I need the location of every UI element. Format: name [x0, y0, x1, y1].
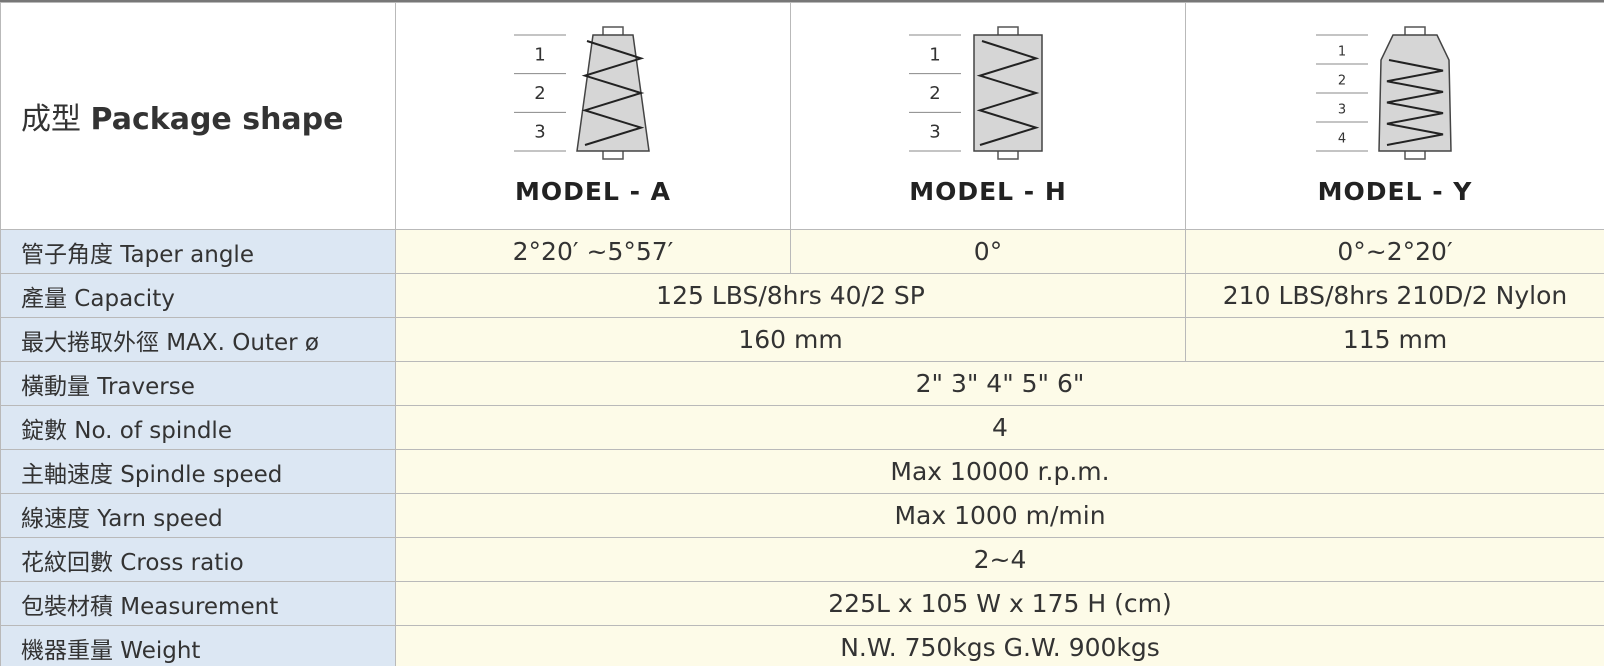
row-label: 錠數 No. of spindle [1, 406, 396, 450]
layer-number: 2 [929, 83, 940, 104]
row-label: 管子角度 Taper angle [1, 230, 396, 274]
table-body: 成型 Package shape 1 2 3 MODEL - A 1 2 3 MODEL - … [1, 3, 1604, 666]
row-label: 最大捲取外徑 MAX. Outer ø [1, 318, 396, 362]
row-value: 2" 3" 4" 5" 6" [396, 362, 1604, 406]
model-cell: 1 2 3 MODEL - H [791, 3, 1186, 230]
package-icon: 1 2 3 [508, 23, 678, 163]
model-name: MODEL - H [791, 177, 1185, 206]
row-value: 2~4 [396, 538, 1604, 582]
header-label-cell: 成型 Package shape [1, 3, 396, 230]
layer-number: 3 [929, 122, 940, 143]
row-value: 125 LBS/8hrs 40/2 SP [396, 274, 1186, 318]
row-value: 4 [396, 406, 1604, 450]
row-value: Max 10000 r.p.m. [396, 450, 1604, 494]
layer-number: 1 [534, 44, 545, 65]
row-label: 產量 Capacity [1, 274, 396, 318]
layer-number: 1 [929, 44, 940, 65]
header-row: 成型 Package shape 1 2 3 MODEL - A 1 2 3 MODEL - … [1, 3, 1604, 230]
spec-table: 成型 Package shape 1 2 3 MODEL - A 1 2 3 MODEL - … [0, 2, 1604, 666]
row-value: 0° [791, 230, 1186, 274]
header-label-en: Package shape [91, 102, 344, 137]
package-icon: 1 2 3 [903, 23, 1073, 163]
row-value: 0°~2°20′ [1186, 230, 1604, 274]
spec-table-wrap: 成型 Package shape 1 2 3 MODEL - A 1 2 3 MODEL - … [0, 0, 1604, 666]
layer-number: 3 [534, 122, 545, 143]
row-label: 橫動量 Traverse [1, 362, 396, 406]
layer-number: 2 [1338, 74, 1346, 89]
row-value: N.W. 750kgs G.W. 900kgs [396, 626, 1604, 666]
row-value: 225L x 105 W x 175 H (cm) [396, 582, 1604, 626]
row-label: 機器重量 Weight [1, 626, 396, 666]
package-body [974, 35, 1042, 151]
model-cell: 1 2 3 4 MODEL - Y [1186, 3, 1604, 230]
page: 成型 Package shape 1 2 3 MODEL - A 1 2 3 MODEL - … [0, 0, 1604, 666]
layer-number: 2 [534, 83, 545, 104]
row-value: 210 LBS/8hrs 210D/2 Nylon [1186, 274, 1604, 318]
layer-number: 4 [1338, 132, 1346, 147]
layer-number: 3 [1338, 103, 1346, 118]
header-label-cn: 成型 [21, 102, 81, 137]
row-label: 花紋回數 Cross ratio [1, 538, 396, 582]
model-cell: 1 2 3 MODEL - A [396, 3, 791, 230]
layer-number: 1 [1338, 45, 1346, 60]
row-label: 包裝材積 Measurement [1, 582, 396, 626]
row-value: 115 mm [1186, 318, 1604, 362]
model-name: MODEL - A [396, 177, 790, 206]
row-label: 主軸速度 Spindle speed [1, 450, 396, 494]
package-icon: 1 2 3 4 [1310, 23, 1480, 163]
row-value: Max 1000 m/min [396, 494, 1604, 538]
row-label: 線速度 Yarn speed [1, 494, 396, 538]
model-name: MODEL - Y [1186, 177, 1604, 206]
row-value: 160 mm [396, 318, 1186, 362]
row-value: 2°20′ ~5°57′ [396, 230, 791, 274]
